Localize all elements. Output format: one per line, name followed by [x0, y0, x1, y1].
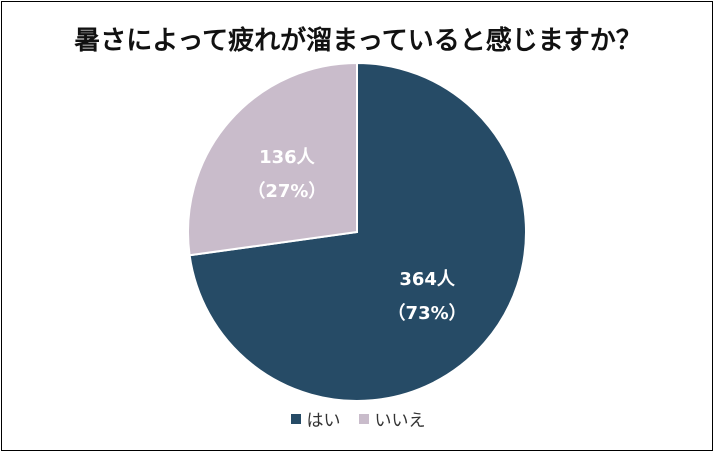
pie-slices	[187, 61, 527, 402]
legend-swatch-no	[358, 413, 369, 424]
pie-slice-no	[187, 61, 358, 257]
legend-item-no: いいえ	[358, 406, 426, 431]
legend-label-no: いいえ	[374, 411, 426, 431]
legend: はい いいえ	[0, 406, 716, 431]
pie-labels: 364人 （73%） 136人 （27%）	[247, 147, 466, 324]
value-label-no: 136人	[259, 147, 316, 168]
legend-swatch-yes	[290, 413, 301, 424]
legend-item-yes: はい	[290, 406, 341, 431]
percent-label-no: （27%）	[247, 181, 326, 202]
percent-label-yes: （73%）	[388, 303, 467, 324]
legend-label-yes: はい	[306, 411, 341, 431]
value-label-yes: 364人	[399, 269, 456, 290]
chart-title: 暑さによって疲れが溜まっていると感じますか？	[74, 26, 642, 56]
